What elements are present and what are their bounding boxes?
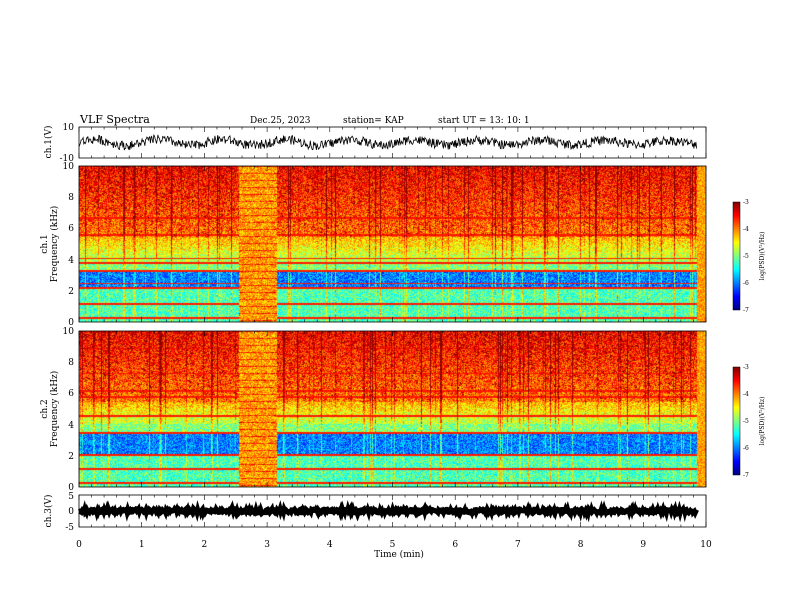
ch1-ytick-10: 10 <box>63 162 75 172</box>
x-tick-label: 6 <box>452 540 458 550</box>
axis-tick-marks <box>78 127 707 527</box>
x-tick-label: 5 <box>390 540 396 550</box>
ch1-cb-tick-m5: -5 <box>743 253 749 260</box>
x-tick-label: 0 <box>76 540 82 550</box>
ch1-spectrogram-panel: 0 2 4 6 8 10 ch.1 Frequency (kHz) <box>40 162 707 328</box>
ch2-ytick-0: 0 <box>68 483 74 493</box>
ch1-waveform-trace <box>78 134 697 151</box>
ch2-spectrogram-panel: 0 2 4 6 8 10 ch.2 Frequency (kHz) <box>40 327 707 493</box>
ch1-cb-tick-m4: -4 <box>743 226 749 233</box>
ch2-cb-tick-m4: -4 <box>743 391 749 398</box>
ch1-ytick-6: 6 <box>68 224 74 234</box>
ch2-colorbar-frame <box>732 366 741 476</box>
x-tick-label: 9 <box>640 540 646 550</box>
ch1-waveform-panel: 10 -10 ch.1(V) <box>43 123 707 164</box>
ch1-cb-tick-m3: -3 <box>743 199 749 206</box>
ch1-spectrogram-heatmap <box>79 166 706 322</box>
ch2-ytick-8: 8 <box>68 358 74 368</box>
ch1-ytick-0: 0 <box>68 318 74 328</box>
ch1-waveform-ylabel: ch.1(V) <box>43 126 54 159</box>
ch2-colorbar: -3 -4 -5 -6 -7 log(PSD)(V²/Hz) <box>732 364 766 479</box>
ch2-spectrogram-ylabel: ch.2 <box>40 399 50 418</box>
x-tick-label: 7 <box>515 540 521 550</box>
ch1-ytick-bottom: -10 <box>60 154 75 164</box>
x-tick-label: 8 <box>578 540 584 550</box>
ch2-ytick-4: 4 <box>68 421 74 431</box>
ch1-colorbar-label: log(PSD)(V²/Hz) <box>759 232 766 281</box>
ch1-colorbar: -3 -4 -5 -6 -7 log(PSD)(V²/Hz) <box>732 199 766 314</box>
ch1-colorbar-gradient <box>733 202 740 310</box>
x-tick-label: 10 <box>700 540 712 550</box>
start-time-label: start UT = 13: 10: 1 <box>438 116 530 126</box>
ch1-ytick-top: 10 <box>63 123 75 133</box>
ch1-spectrogram-freq-label: Frequency (kHz) <box>49 206 60 283</box>
ch2-cb-tick-m6: -6 <box>743 445 749 452</box>
date-label: Dec.25, 2023 <box>250 116 311 126</box>
ch2-colorbar-gradient <box>733 367 740 475</box>
x-tick-label: 1 <box>139 540 145 550</box>
ch2-colorbar-label: log(PSD)(V²/Hz) <box>759 397 766 446</box>
ch2-ytick-6: 6 <box>68 389 74 399</box>
ch1-cb-tick-m7: -7 <box>743 307 749 314</box>
ch3-waveform-ylabel: ch.3(V) <box>43 495 54 528</box>
x-tick-label: 4 <box>327 540 333 550</box>
ch3-ytick-top: 5 <box>68 492 74 502</box>
ch2-ytick-2: 2 <box>68 452 74 462</box>
ch3-waveform-panel: 5 0 -5 ch.3(V) <box>43 492 707 533</box>
ch2-cb-tick-m7: -7 <box>743 472 749 479</box>
ch1-ytick-8: 8 <box>68 193 74 203</box>
ch3-ytick-mid: 0 <box>68 507 74 517</box>
ch2-spectrogram-freq-label: Frequency (kHz) <box>49 371 60 448</box>
ch1-spectrogram-ylabel: ch.1 <box>40 234 50 253</box>
x-tick-label: 2 <box>202 540 208 550</box>
x-axis-tick-labels: 0 1 2 3 4 5 6 7 8 9 10 <box>76 540 712 550</box>
ch1-colorbar-frame <box>732 201 741 311</box>
ch1-ytick-4: 4 <box>68 256 74 266</box>
ch2-cb-tick-m3: -3 <box>743 364 749 371</box>
x-axis-label: Time (min) <box>374 549 424 560</box>
ch1-ytick-2: 2 <box>68 287 74 297</box>
ch2-ytick-10: 10 <box>63 327 75 337</box>
ch3-waveform-trace <box>78 499 699 523</box>
figure-title: VLF Spectra <box>79 113 150 126</box>
station-label: station= KAP <box>343 116 404 126</box>
ch1-cb-tick-m6: -6 <box>743 280 749 287</box>
ch2-spectrogram-heatmap <box>79 331 706 487</box>
x-tick-label: 3 <box>264 540 270 550</box>
ch2-cb-tick-m5: -5 <box>743 418 749 425</box>
ch3-ytick-bottom: -5 <box>65 523 74 533</box>
